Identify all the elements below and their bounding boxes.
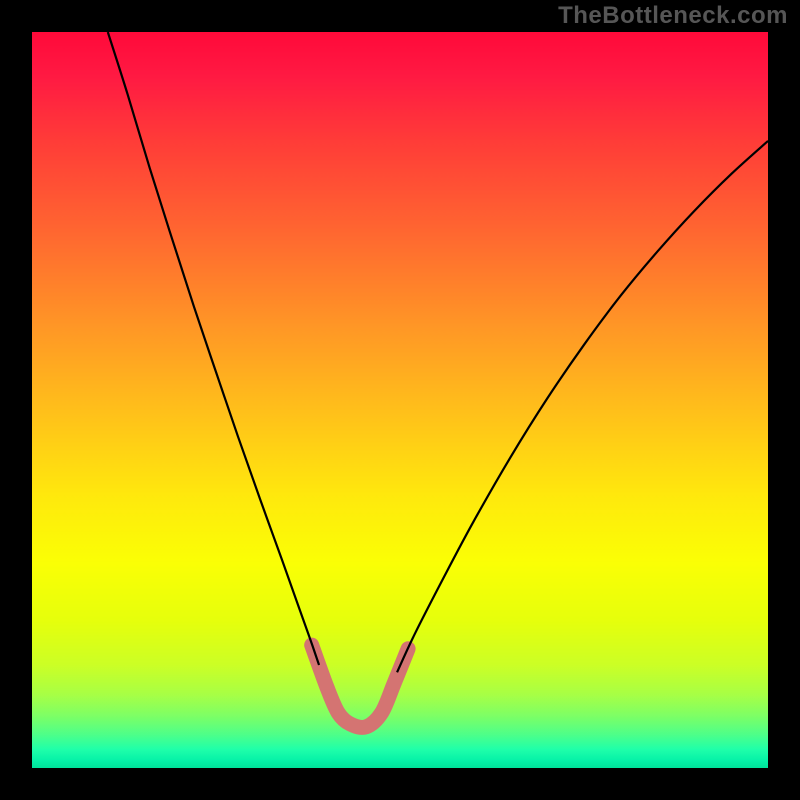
chart-curve-overlay [32,32,768,768]
bottleneck-chart [32,32,768,768]
watermark-text: TheBottleneck.com [558,2,788,30]
bottleneck-curve-left [108,32,319,665]
bottleneck-curve-right [397,141,768,672]
bottleneck-highlight-curve [312,645,408,727]
